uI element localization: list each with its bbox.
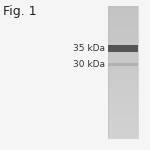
Bar bbox=[108, 24, 138, 28]
Bar bbox=[108, 112, 138, 116]
Bar bbox=[108, 81, 138, 85]
Bar bbox=[108, 72, 138, 76]
Bar bbox=[108, 107, 138, 112]
Bar bbox=[108, 46, 138, 50]
Text: 30 kDa: 30 kDa bbox=[73, 60, 105, 69]
Bar bbox=[108, 134, 138, 138]
Bar bbox=[108, 41, 138, 46]
Bar bbox=[108, 28, 138, 32]
Bar bbox=[108, 76, 138, 81]
Bar bbox=[108, 90, 138, 94]
Bar bbox=[108, 103, 138, 107]
Bar bbox=[108, 129, 138, 134]
Bar bbox=[108, 85, 138, 90]
Bar bbox=[108, 98, 138, 103]
Bar bbox=[108, 32, 138, 37]
Bar bbox=[108, 6, 138, 10]
Bar bbox=[108, 37, 138, 41]
Bar bbox=[108, 50, 138, 54]
Bar bbox=[108, 116, 138, 120]
Bar bbox=[108, 45, 138, 52]
Bar bbox=[108, 120, 138, 125]
Text: Fig. 1: Fig. 1 bbox=[3, 4, 37, 18]
Bar bbox=[108, 59, 138, 63]
Text: 35 kDa: 35 kDa bbox=[73, 44, 105, 53]
Bar bbox=[108, 94, 138, 98]
Bar bbox=[108, 6, 138, 138]
Bar bbox=[108, 10, 138, 15]
Bar bbox=[108, 125, 138, 129]
Bar bbox=[108, 19, 138, 24]
Bar bbox=[108, 63, 138, 66]
Bar bbox=[108, 15, 138, 19]
Bar bbox=[108, 63, 138, 68]
Bar bbox=[108, 54, 138, 59]
Bar bbox=[108, 68, 138, 72]
